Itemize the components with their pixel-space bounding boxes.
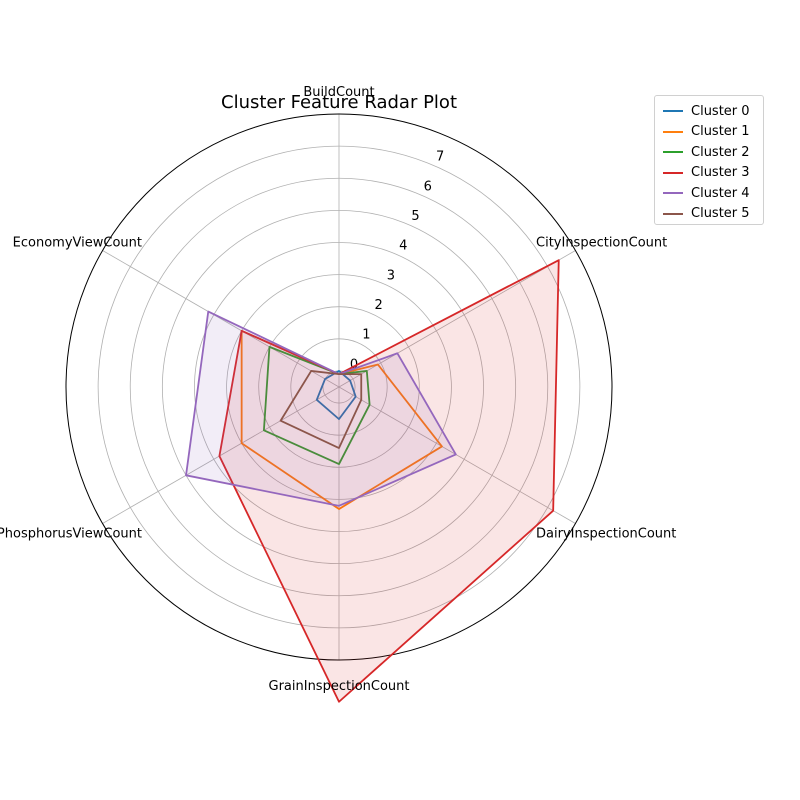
legend-label: Cluster 5 <box>691 206 750 221</box>
series-group <box>185 259 560 703</box>
series-line-cluster-3 <box>218 259 560 703</box>
axis-label-3: GrainInspectionCount <box>269 679 410 694</box>
legend-swatch <box>663 192 683 194</box>
r-tick-label: 4 <box>399 239 407 254</box>
legend-label: Cluster 2 <box>691 144 750 160</box>
axis-label-2: DairyInspectionCount <box>536 527 676 542</box>
r-tick-label: 7 <box>436 150 444 165</box>
legend-swatch <box>663 110 683 112</box>
series-fill-cluster-3 <box>219 260 559 702</box>
legend-item: Cluster 2 <box>663 143 750 161</box>
series-line-cluster-0 <box>315 370 357 421</box>
legend-item: Cluster 0 <box>663 102 750 120</box>
axis-label-5: EconomyViewCount <box>13 236 142 251</box>
r-tick-label: 3 <box>387 268 395 283</box>
grid-ring <box>290 338 388 436</box>
grid-ring <box>226 274 452 500</box>
grid-ring <box>129 177 549 597</box>
axis-label-0: BuildCount <box>303 85 374 100</box>
grid-ring <box>161 209 517 565</box>
legend-swatch <box>663 151 683 153</box>
plot-frame <box>65 113 613 661</box>
grid-spoke <box>338 386 576 524</box>
grid-spoke <box>102 250 340 388</box>
r-tick-label: 6 <box>424 179 432 194</box>
legend-swatch <box>663 171 683 174</box>
series-line-cluster-4 <box>185 310 457 507</box>
r-tick-label: 1 <box>362 328 370 343</box>
series-line-cluster-5 <box>279 370 363 449</box>
series-fill-cluster-4 <box>186 311 456 506</box>
r-tick-label: 0 <box>350 357 358 372</box>
legend: Cluster 0 Cluster 1 Cluster 2 Cluster 3 Clus… <box>654 95 764 225</box>
legend-item: Cluster 4 <box>663 184 750 202</box>
grid-spoke <box>102 386 340 524</box>
legend-swatch <box>663 212 683 215</box>
grid-ring <box>97 145 581 629</box>
axis-label-4: PhosphorusViewCount <box>0 527 142 542</box>
legend-label: Cluster 3 <box>691 165 750 180</box>
legend-label: Cluster 0 <box>691 103 750 119</box>
chart-title: Cluster Feature Radar Plot <box>221 92 457 113</box>
r-tick-label: 5 <box>411 209 419 224</box>
grid-ring <box>258 306 420 468</box>
axis-labels: BuildCount CityInspectionCount DairyInspec… <box>0 85 676 694</box>
legend-swatch <box>663 130 683 133</box>
r-tick-label: 2 <box>374 298 382 313</box>
legend-item: Cluster 3 <box>663 164 750 182</box>
legend-item: Cluster 1 <box>663 123 750 141</box>
legend-label: Cluster 1 <box>691 124 750 139</box>
series-line-cluster-2 <box>262 345 371 465</box>
legend-item: Cluster 5 <box>663 205 750 223</box>
legend-label: Cluster 4 <box>691 185 750 201</box>
grid-ring <box>194 242 484 532</box>
axis-label-1: CityInspectionCount <box>536 236 667 251</box>
